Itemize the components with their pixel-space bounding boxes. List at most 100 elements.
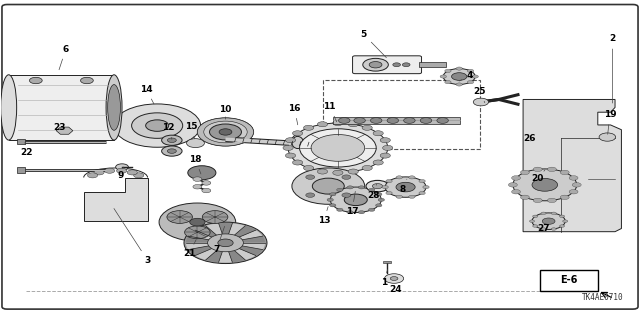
Circle shape <box>444 68 475 84</box>
Wedge shape <box>219 252 232 263</box>
Circle shape <box>94 170 104 175</box>
Bar <box>323 80 479 149</box>
Text: 23: 23 <box>53 123 66 132</box>
Circle shape <box>393 63 401 67</box>
Text: 22: 22 <box>20 142 33 156</box>
Circle shape <box>383 145 393 150</box>
Text: 27: 27 <box>537 224 550 233</box>
Circle shape <box>330 193 336 196</box>
Circle shape <box>159 203 236 241</box>
Text: 18: 18 <box>189 155 202 174</box>
Circle shape <box>532 215 538 218</box>
Circle shape <box>452 73 467 80</box>
Text: 24: 24 <box>389 285 402 294</box>
Circle shape <box>467 69 474 73</box>
Circle shape <box>532 213 565 229</box>
Circle shape <box>342 193 351 197</box>
Ellipse shape <box>292 136 303 148</box>
Text: 17: 17 <box>346 191 358 216</box>
Text: 11: 11 <box>323 102 337 122</box>
Circle shape <box>362 165 372 171</box>
Wedge shape <box>205 223 222 235</box>
Text: 2: 2 <box>609 35 616 103</box>
Circle shape <box>186 139 204 148</box>
FancyBboxPatch shape <box>353 56 422 74</box>
FancyBboxPatch shape <box>2 4 638 309</box>
Circle shape <box>285 153 296 158</box>
Circle shape <box>348 122 358 127</box>
Wedge shape <box>188 230 212 240</box>
Ellipse shape <box>106 75 122 140</box>
Circle shape <box>376 204 382 207</box>
Text: 12: 12 <box>162 123 174 139</box>
Text: 13: 13 <box>317 207 330 225</box>
Circle shape <box>513 169 577 201</box>
Circle shape <box>369 208 375 212</box>
Text: 4: 4 <box>460 71 473 81</box>
Text: TK4AE0710: TK4AE0710 <box>582 293 623 302</box>
Circle shape <box>339 118 350 123</box>
Circle shape <box>88 173 98 178</box>
Circle shape <box>333 121 343 125</box>
Wedge shape <box>234 226 256 237</box>
Circle shape <box>378 198 385 201</box>
Circle shape <box>532 179 557 191</box>
Text: 14: 14 <box>140 85 154 104</box>
Text: 26: 26 <box>524 134 536 143</box>
Circle shape <box>572 183 581 187</box>
Text: 28: 28 <box>367 184 380 200</box>
Circle shape <box>533 198 542 203</box>
Circle shape <box>114 104 200 147</box>
Wedge shape <box>228 223 245 235</box>
Circle shape <box>29 77 42 84</box>
Circle shape <box>330 187 381 212</box>
Circle shape <box>306 175 315 179</box>
Text: 3: 3 <box>114 209 150 265</box>
Circle shape <box>285 138 296 143</box>
Circle shape <box>134 173 144 178</box>
Circle shape <box>146 120 169 131</box>
Circle shape <box>167 211 193 223</box>
Circle shape <box>371 118 382 123</box>
Circle shape <box>472 75 478 78</box>
Circle shape <box>520 195 529 200</box>
Wedge shape <box>219 223 232 234</box>
Circle shape <box>385 274 404 283</box>
Circle shape <box>207 234 243 252</box>
Text: 20: 20 <box>531 170 545 183</box>
Circle shape <box>380 153 390 158</box>
Circle shape <box>541 212 546 215</box>
Circle shape <box>376 193 382 196</box>
Circle shape <box>369 188 375 191</box>
Circle shape <box>193 185 202 189</box>
Wedge shape <box>195 226 216 237</box>
Circle shape <box>354 118 365 123</box>
Wedge shape <box>239 230 262 240</box>
Wedge shape <box>186 236 209 243</box>
Circle shape <box>300 129 376 167</box>
Text: 21: 21 <box>183 240 196 259</box>
Circle shape <box>547 198 556 203</box>
Circle shape <box>311 134 365 161</box>
Circle shape <box>420 118 432 123</box>
Circle shape <box>440 75 447 78</box>
Text: E-6: E-6 <box>561 275 578 285</box>
Circle shape <box>437 118 449 123</box>
Circle shape <box>188 166 216 180</box>
FancyBboxPatch shape <box>333 117 461 124</box>
Circle shape <box>347 186 353 189</box>
FancyBboxPatch shape <box>9 75 114 140</box>
Circle shape <box>362 125 372 130</box>
Text: 8: 8 <box>400 179 407 194</box>
Circle shape <box>337 208 343 212</box>
Circle shape <box>218 239 233 247</box>
Wedge shape <box>234 249 256 260</box>
Circle shape <box>132 113 182 138</box>
Circle shape <box>116 168 127 173</box>
Circle shape <box>202 188 211 193</box>
Circle shape <box>508 183 517 187</box>
Ellipse shape <box>108 84 120 130</box>
FancyBboxPatch shape <box>419 62 446 67</box>
Circle shape <box>193 177 202 181</box>
Circle shape <box>348 169 358 174</box>
